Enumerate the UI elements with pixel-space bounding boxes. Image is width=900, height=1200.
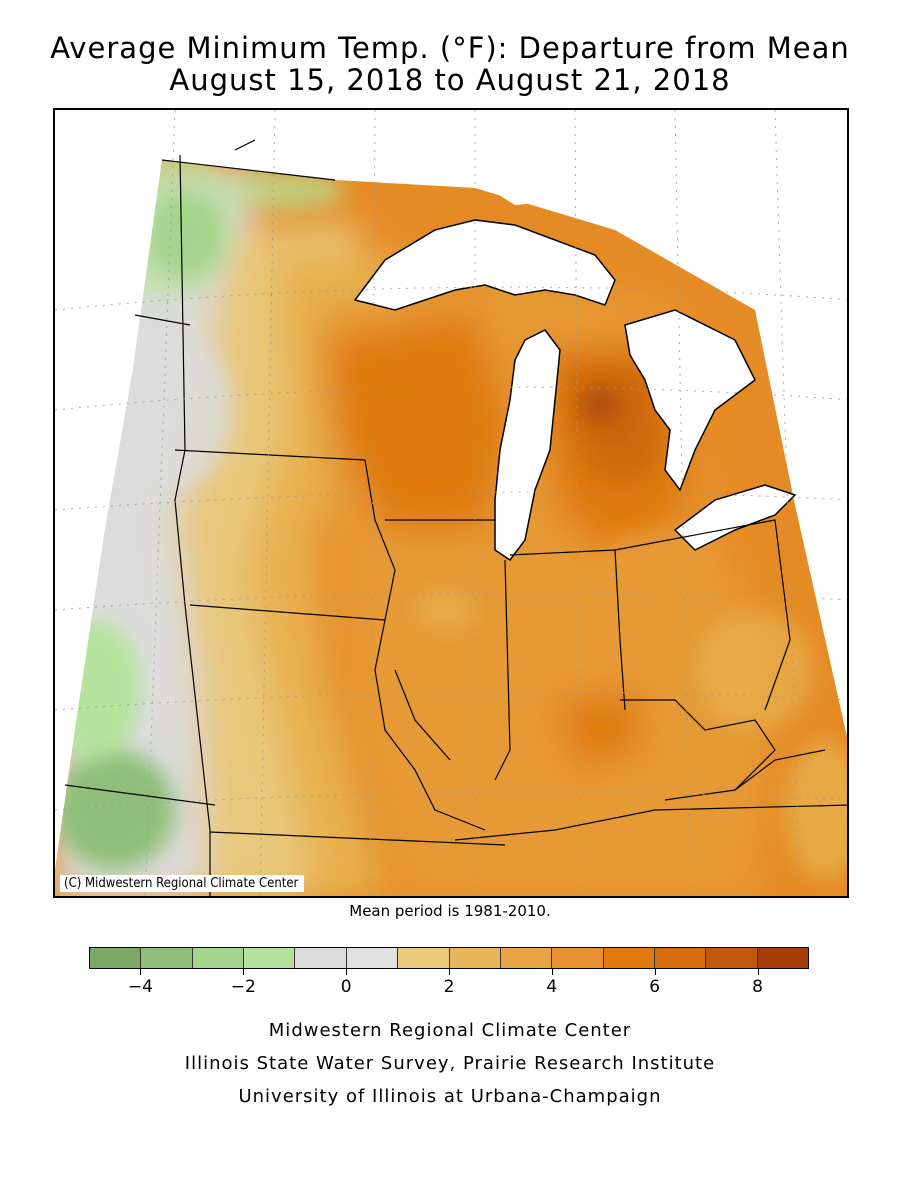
legend-tick-mark [551, 969, 553, 975]
legend-tick-mark [140, 969, 142, 975]
map-title-line1: Average Minimum Temp. (°F): Departure fr… [50, 31, 850, 65]
map-copyright: (C) Midwestern Regional Climate Center [60, 875, 305, 892]
legend-swatch [757, 948, 809, 968]
legend-swatch [500, 948, 553, 968]
map-title-line2: August 15, 2018 to August 21, 2018 [169, 63, 731, 97]
legend-tick-mark [654, 969, 656, 975]
map-panel[interactable]: (C) Midwestern Regional Climate Center [53, 108, 849, 898]
lake-superior [353, 219, 616, 311]
legend-swatch [346, 948, 399, 968]
credit-line-1: Midwestern Regional Climate Center [268, 1020, 632, 1041]
legend-swatch [552, 948, 604, 968]
legend-tick-label: −4 [127, 977, 153, 997]
legend-swatch [603, 948, 655, 968]
mean-period-note: Mean period is 1981-2010. [349, 902, 551, 920]
lake-erie [673, 484, 797, 551]
legend-tick-label: 2 [443, 977, 455, 997]
color-legend [89, 947, 809, 969]
legend-swatch [449, 948, 501, 968]
credit-line-3: University of Illinois at Urbana-Champai… [238, 1086, 662, 1107]
legend-swatch [192, 948, 245, 968]
map-graphic [55, 110, 847, 896]
legend-tick-label: 8 [752, 977, 763, 997]
credit-line-2: Illinois State Water Survey, Prairie Res… [184, 1053, 716, 1074]
legend-swatch [654, 948, 707, 968]
legend-tick-mark [346, 969, 348, 975]
legend-tick-label: −2 [230, 977, 256, 997]
legend-swatch [141, 948, 193, 968]
state-boundaries [64, 139, 847, 896]
lake-upper-white [355, 110, 847, 290]
legend-tick-mark [243, 969, 245, 975]
lake-huron [624, 309, 756, 492]
legend-swatch [295, 948, 347, 968]
legend-swatch [244, 948, 296, 968]
legend-tick-mark [757, 969, 759, 975]
legend-tick-mark [449, 969, 450, 975]
legend-tick-label: 0 [340, 977, 352, 997]
legend-swatch [398, 948, 450, 968]
legend-swatch [90, 948, 142, 968]
legend-tick-label: 6 [649, 977, 661, 997]
legend-swatch [706, 948, 758, 968]
legend-tick-label: 4 [546, 977, 558, 997]
